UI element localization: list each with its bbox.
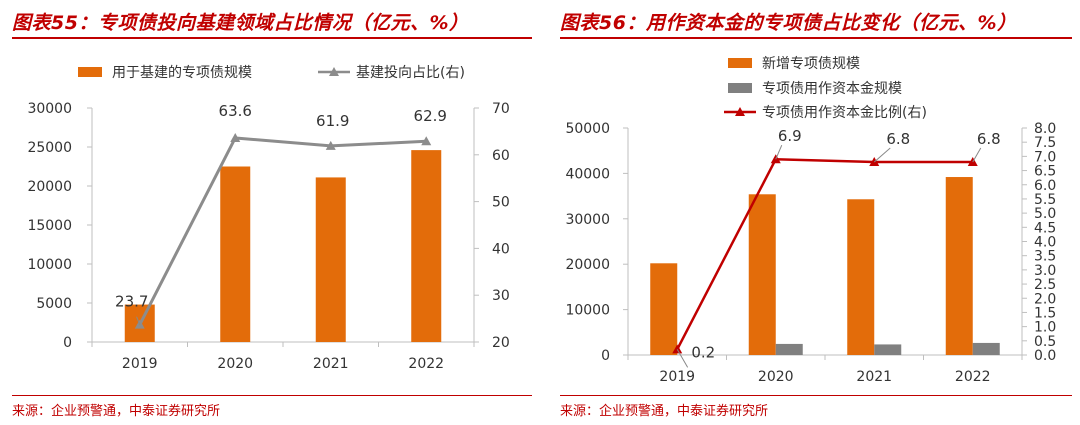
left-tick-label: 50000	[565, 121, 610, 137]
right-tick-label: 4.5	[1034, 220, 1056, 236]
right-tick-label: 8.0	[1034, 121, 1056, 137]
data-label: 63.6	[219, 102, 252, 120]
chart-infrastructure-share: 0 5000 10000 15000 20000 25000 30000 20 30 40 50 60…	[27, 64, 510, 372]
bar-primary	[220, 166, 251, 342]
legend-swatch-marker	[329, 67, 339, 76]
right-tick-label: 50	[492, 195, 510, 211]
label-leader-line	[972, 147, 982, 163]
left-tick-label: 10000	[27, 257, 72, 273]
source-divider	[12, 395, 532, 396]
x-tick-label: 2019	[122, 356, 158, 372]
right-tick-label: 0.5	[1034, 334, 1056, 350]
bar-primary	[945, 177, 973, 355]
right-tick-label: 0.0	[1034, 348, 1056, 364]
bar-secondary	[775, 343, 803, 355]
right-tick-label: 3.0	[1034, 263, 1056, 279]
x-tick-label: 2022	[955, 369, 991, 385]
bar-primary	[847, 199, 875, 355]
right-tick-label: 7.0	[1034, 149, 1056, 165]
bar-primary	[411, 150, 442, 342]
left-tick-label: 15000	[27, 218, 72, 234]
bar-secondary	[972, 342, 1000, 355]
chart-panel-infrastructure-share: 图表55：专项债投向基建领域占比情况（亿元、%） 0 5000 10000 15000…	[12, 12, 532, 419]
left-tick-label: 30000	[27, 101, 72, 117]
left-tick-label: 10000	[565, 303, 610, 319]
data-label: 6.8	[977, 130, 1001, 148]
legend-swatch-bar	[728, 58, 752, 68]
legend-label: 基建投向占比(右)	[356, 64, 465, 81]
source-note: 来源：企业预警通，中泰证券研究所	[560, 404, 769, 419]
label-leader-line	[775, 145, 783, 160]
legend-label: 专项债用作资本金规模	[762, 81, 902, 97]
left-tick-label: 40000	[565, 166, 610, 182]
right-tick-label: 6.0	[1034, 178, 1056, 194]
label-leader-line	[676, 349, 689, 368]
right-tick-label: 30	[492, 288, 510, 304]
x-tick-label: 2020	[217, 356, 253, 372]
x-tick-label: 2021	[313, 356, 349, 372]
bar-secondary	[874, 344, 902, 355]
line-marker	[325, 140, 336, 150]
chart-capital-ratio: 010000200003000040000500000.00.51.01.52.…	[565, 56, 1056, 385]
legend-swatch-bar	[728, 83, 752, 93]
right-tick-label: 3.5	[1034, 249, 1056, 265]
data-label: 62.9	[414, 107, 447, 125]
left-tick-label: 20000	[565, 257, 610, 273]
left-tick-label: 25000	[27, 140, 72, 156]
left-tick-label: 30000	[565, 212, 610, 228]
left-tick-label: 5000	[36, 296, 72, 312]
bar-primary	[748, 194, 776, 355]
line-marker	[421, 136, 432, 146]
data-label: 6.9	[778, 127, 802, 145]
line-marker	[672, 344, 683, 354]
title-divider	[12, 37, 532, 39]
right-tick-label: 7.5	[1034, 135, 1056, 151]
series-line	[138, 136, 427, 326]
right-tick-label: 60	[492, 148, 510, 164]
right-tick-label: 5.0	[1034, 206, 1056, 222]
title-divider	[560, 37, 1072, 39]
legend-swatch-marker	[735, 107, 745, 116]
legend-label: 用于基建的专项债规模	[112, 64, 252, 81]
source-divider	[560, 395, 1072, 396]
right-tick-label: 2.5	[1034, 277, 1056, 293]
data-label: 6.8	[886, 130, 910, 148]
data-label: 61.9	[316, 112, 349, 130]
legend-label: 专项债用作资本金比例(右)	[762, 105, 927, 121]
left-tick-label: 20000	[27, 179, 72, 195]
label-leader-line	[136, 316, 141, 325]
x-tick-label: 2020	[758, 369, 794, 385]
x-tick-label: 2022	[408, 356, 444, 372]
right-tick-label: 1.5	[1034, 305, 1056, 321]
label-leader-line	[873, 147, 891, 163]
line-marker	[230, 132, 241, 142]
right-tick-label: 6.5	[1034, 164, 1056, 180]
right-tick-label: 2.0	[1034, 291, 1056, 307]
legend-swatch-bar	[78, 67, 102, 77]
bar-primary	[650, 263, 678, 355]
bar-primary	[315, 177, 346, 342]
right-tick-label: 4.0	[1034, 235, 1056, 251]
right-tick-label: 20	[492, 335, 510, 351]
chart-title: 图表56：用作资本金的专项债占比变化（亿元、%）	[560, 12, 1017, 34]
left-tick-label: 0	[601, 348, 610, 364]
chart-title: 图表55：专项债投向基建领域占比情况（亿元、%）	[12, 12, 469, 34]
chart-panel-capital-ratio: 图表56：用作资本金的专项债占比变化（亿元、%） 0 10000 20000 3000…	[548, 0, 1080, 425]
series-line	[676, 157, 973, 350]
right-tick-label: 70	[492, 101, 510, 117]
data-label: 0.2	[691, 343, 715, 361]
right-tick-label: 40	[492, 241, 510, 257]
data-label: 23.7	[115, 293, 148, 311]
x-tick-label: 2019	[659, 369, 695, 385]
right-tick-label: 1.0	[1034, 320, 1056, 336]
right-tick-label: 5.5	[1034, 192, 1056, 208]
left-tick-label: 0	[63, 335, 72, 351]
legend-label: 新增专项债规模	[762, 56, 860, 72]
x-tick-label: 2021	[856, 369, 892, 385]
source-note: 来源：企业预警通，中泰证券研究所	[12, 404, 221, 419]
